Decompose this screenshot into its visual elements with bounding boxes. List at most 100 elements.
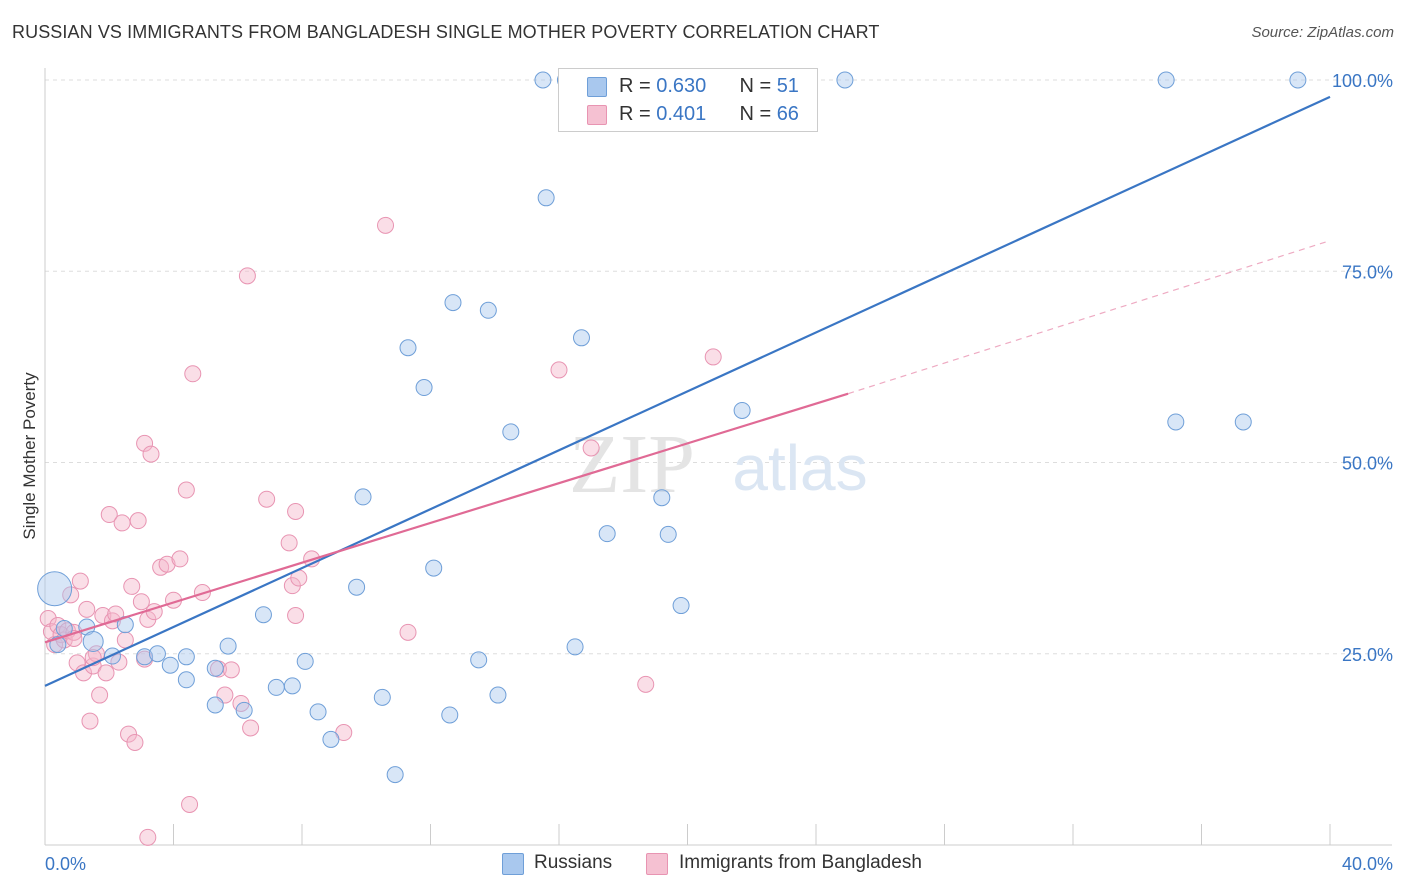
bangladesh-trend-line: [44, 392, 849, 644]
bangladesh-point: [113, 514, 131, 532]
bangladesh-point: [399, 623, 417, 641]
russians-point: [354, 488, 372, 506]
chart-title: RUSSIAN VS IMMIGRANTS FROM BANGLADESH SI…: [12, 22, 880, 42]
bangladesh-point: [171, 550, 189, 568]
legend-n-label: N =: [739, 75, 777, 97]
bottom-legend-swatch-russians: [502, 853, 524, 875]
bangladesh-point: [704, 348, 722, 366]
bangladesh-point: [242, 719, 260, 737]
russians-point: [309, 703, 327, 721]
legend-swatch-russians: [587, 77, 607, 97]
russians-point: [399, 339, 417, 357]
russians-point: [836, 71, 854, 89]
bangladesh-point: [287, 607, 305, 624]
bangladesh-points: [39, 216, 722, 846]
russians-point: [235, 701, 253, 719]
russians-point: [161, 656, 179, 674]
bangladesh-point: [39, 610, 57, 628]
bangladesh-point: [377, 216, 395, 234]
bangladesh-point: [222, 661, 240, 679]
bottom-legend-bangladesh: Immigrants from Bangladesh: [679, 852, 922, 873]
russians-point: [1234, 413, 1252, 431]
russians-point: [82, 631, 104, 653]
watermark-atlas: atlas: [732, 432, 867, 504]
bangladesh-point: [78, 600, 96, 618]
legend-r-value: 0.630: [656, 75, 707, 97]
y-axis-label: Single Mother Poverty: [20, 372, 39, 540]
russians-point: [653, 489, 671, 507]
bangladesh-point: [97, 664, 115, 682]
russians-point: [566, 638, 584, 656]
russians-point: [415, 379, 433, 397]
russians-point: [386, 766, 404, 784]
russians-point: [177, 671, 195, 689]
bangladesh-point: [110, 653, 128, 671]
russians-point: [425, 559, 443, 577]
russians-point: [444, 294, 462, 312]
watermark-zip: ZIP: [569, 418, 695, 511]
bottom-legend-swatch-bangladesh: [646, 853, 668, 875]
y-tick-label: 75.0%: [1342, 262, 1393, 282]
russians-point: [1167, 413, 1185, 431]
bangladesh-point: [126, 733, 144, 751]
legend-n-value: 66: [776, 103, 799, 125]
x-tick-label: 40.0%: [1342, 854, 1393, 874]
legend-r-label: R =: [619, 75, 657, 97]
bangladesh-point: [91, 686, 109, 704]
y-tick-label: 50.0%: [1342, 454, 1393, 474]
bangladesh-point: [181, 795, 199, 813]
russians-point: [502, 423, 520, 441]
russians-point: [441, 706, 459, 724]
bangladesh-point: [280, 534, 298, 552]
russians-point: [267, 678, 285, 696]
bangladesh-point: [142, 445, 160, 463]
y-tick-label: 100.0%: [1332, 71, 1393, 91]
russians-point: [479, 301, 497, 319]
russians-point: [1289, 71, 1307, 89]
legend-top: R = 0.630 N = 51 R = 0.401 N = 66: [558, 68, 818, 132]
russians-point: [659, 525, 677, 543]
russians-point: [177, 648, 195, 666]
legend-n-label: N =: [739, 103, 777, 125]
legend-r-value: 0.401: [656, 103, 707, 125]
legend-swatch-bangladesh: [587, 105, 607, 125]
russians-point: [206, 696, 224, 714]
trend-lines: [44, 95, 1331, 687]
legend-row-bangladesh: R = 0.401 N = 66: [619, 103, 799, 126]
russians-point: [373, 688, 391, 706]
bangladesh-point: [136, 434, 154, 452]
bangladesh-point: [132, 593, 150, 611]
russians-point: [37, 571, 73, 607]
russians-point: [136, 648, 154, 666]
russians-point: [489, 686, 507, 704]
x-tick-label: 0.0%: [45, 854, 86, 874]
russians-point: [206, 659, 224, 677]
bangladesh-point: [139, 828, 157, 846]
russians-point: [672, 597, 690, 615]
bangladesh-point: [184, 365, 202, 383]
grid-lines: [45, 79, 1392, 655]
bangladesh-point: [129, 512, 147, 530]
tick-labels: 25.0% 50.0% 75.0% 100.0% 0.0% 40.0%: [45, 71, 1393, 874]
russians-point: [219, 637, 237, 655]
bangladesh-point: [158, 555, 176, 573]
bangladesh-point: [238, 267, 256, 285]
russians-point: [733, 401, 751, 419]
bangladesh-trend-extension: [847, 240, 1331, 395]
russians-point: [470, 651, 488, 669]
bangladesh-point: [71, 572, 89, 590]
bangladesh-point: [123, 577, 141, 595]
russians-point: [296, 652, 314, 670]
legend-r-label: R =: [619, 103, 657, 125]
bangladesh-point: [100, 506, 118, 524]
bangladesh-point: [287, 502, 305, 520]
bangladesh-point: [637, 675, 655, 693]
legend-n-value: 51: [776, 75, 799, 97]
bangladesh-point: [550, 361, 568, 379]
russians-point: [537, 189, 555, 207]
russians-point: [572, 329, 590, 347]
bangladesh-point: [107, 605, 125, 623]
bangladesh-point: [120, 725, 138, 743]
chart-source: Source: ZipAtlas.com: [1251, 24, 1394, 41]
